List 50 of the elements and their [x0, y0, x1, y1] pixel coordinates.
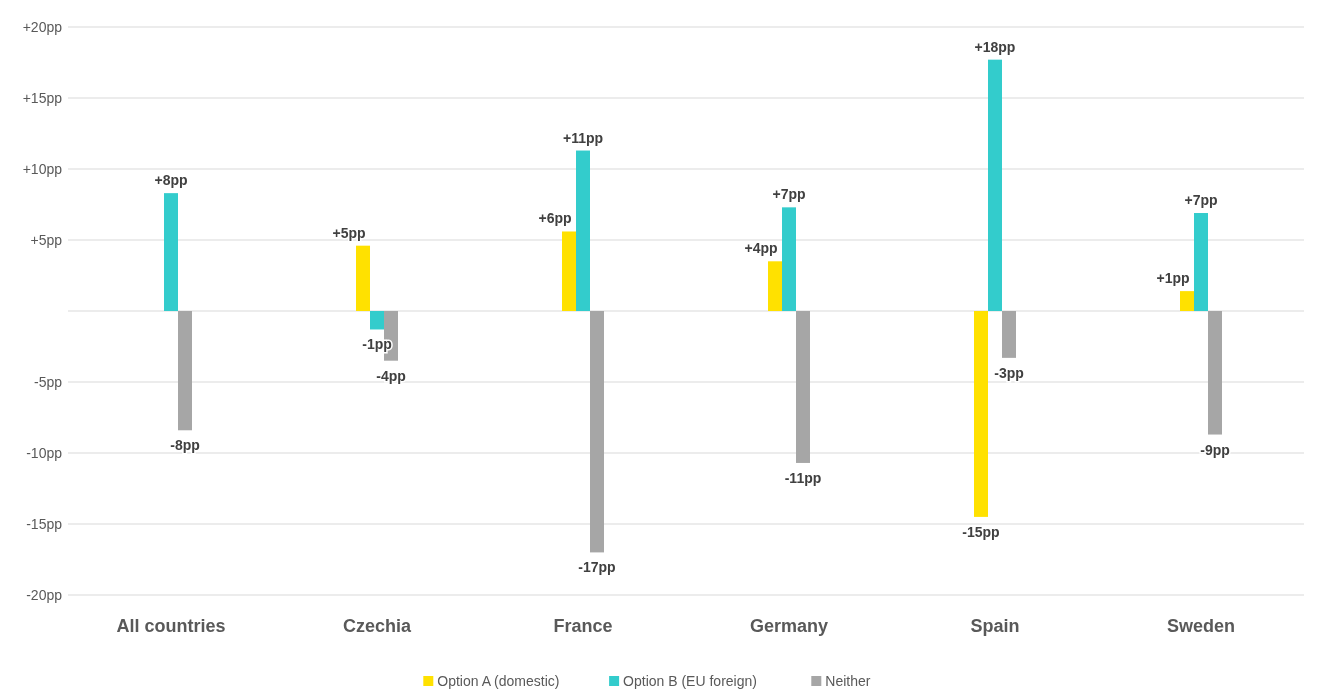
- x-tick-label: Germany: [749, 616, 829, 636]
- bar: [370, 311, 384, 330]
- y-tick-label: +20pp: [22, 19, 63, 35]
- data-label: -3pp: [994, 364, 1024, 381]
- bar: [1180, 291, 1194, 311]
- y-tick-label: +10pp: [22, 161, 63, 177]
- bar: [974, 311, 988, 517]
- data-label: +8pp: [154, 172, 188, 189]
- y-tick-label: -15pp: [26, 516, 63, 532]
- bar: [178, 311, 192, 431]
- x-tick-label: Spain: [970, 616, 1020, 636]
- data-label: -4pp: [376, 367, 406, 384]
- data-label: -15pp: [962, 523, 1000, 540]
- data-label: +7pp: [772, 186, 806, 203]
- bar: [576, 150, 590, 311]
- y-tick-label: +15pp: [22, 90, 63, 106]
- data-label: +18pp: [974, 38, 1016, 55]
- bar: [782, 207, 796, 311]
- bar: [1002, 311, 1016, 358]
- bar: [562, 231, 576, 311]
- x-tick-label: France: [553, 616, 613, 636]
- bar: [988, 59, 1002, 311]
- x-tick-label: All countries: [116, 616, 226, 636]
- y-tick-label: -5pp: [33, 374, 63, 390]
- data-label: +1pp: [1156, 270, 1190, 287]
- data-label: +7pp: [1184, 192, 1218, 209]
- data-label: -9pp: [1200, 441, 1230, 458]
- data-label: +5pp: [332, 224, 366, 241]
- data-label: -8pp: [170, 437, 200, 454]
- x-tick-label: Sweden: [1166, 616, 1236, 636]
- bar: [796, 311, 810, 463]
- legend-label: Option A (domestic): [437, 673, 560, 689]
- bar: [164, 193, 178, 311]
- data-label: -1pp: [362, 336, 392, 353]
- data-label: +6pp: [538, 210, 572, 227]
- y-tick-label: -10pp: [26, 445, 63, 461]
- y-tick-label: +5pp: [30, 232, 63, 248]
- data-label: +11pp: [562, 129, 604, 146]
- bar: [1194, 213, 1208, 311]
- data-label: -11pp: [784, 469, 822, 486]
- legend-label: Option B (EU foreign): [623, 673, 757, 689]
- bar: [1208, 311, 1222, 435]
- y-tick-label: -20pp: [26, 587, 63, 603]
- legend-label: Neither: [825, 673, 871, 689]
- bar: [768, 261, 782, 311]
- data-label: +4pp: [744, 240, 778, 257]
- x-tick-label: Czechia: [342, 616, 412, 636]
- bar: [356, 245, 370, 311]
- data-label: -17pp: [578, 559, 616, 576]
- bar: [590, 311, 604, 553]
